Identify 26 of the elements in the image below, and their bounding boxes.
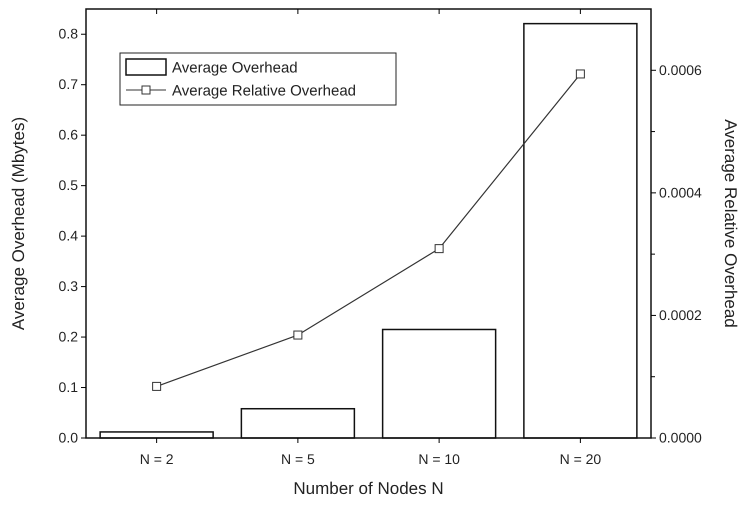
y-tick-label: 0.6: [58, 126, 78, 143]
y-tick-label: 0.5: [58, 177, 78, 194]
y-tick-label: 0.1: [58, 379, 78, 396]
x-tick-label: N = 10: [418, 451, 460, 468]
y-tick-label: 0.0: [58, 429, 78, 446]
y-tick-label: 0.2: [58, 328, 78, 345]
x-tick-label: N = 5: [280, 451, 316, 468]
y-tick-label: 0.4: [58, 228, 78, 244]
point: [152, 382, 162, 391]
y2-axis-title: Average Relative Overhead: [721, 119, 740, 328]
y-axis-title: Average Overhead (Mbytes): [9, 116, 28, 330]
x-tick-label: N = 2: [140, 451, 174, 468]
y-tick-label: 0.7: [58, 76, 78, 92]
x-axis-title: Number of Nodes N: [293, 479, 444, 498]
point: [293, 330, 302, 340]
x-tick-label: N = 20: [560, 451, 602, 468]
y2-tick-label: 0.0000: [659, 429, 702, 446]
point: [576, 69, 585, 78]
y-tick-label: 0.3: [58, 278, 78, 294]
y2-tick-label: 0.0006: [659, 62, 702, 78]
point: [434, 244, 444, 254]
legend-label: Average Relative Overhead: [172, 82, 356, 100]
y-tick-label: 0.8: [58, 26, 78, 42]
y2-tick-label: 0.0004: [659, 184, 702, 200]
y2-tick-label: 0.0002: [659, 306, 702, 323]
legend-label: Average Overhead: [172, 59, 298, 76]
